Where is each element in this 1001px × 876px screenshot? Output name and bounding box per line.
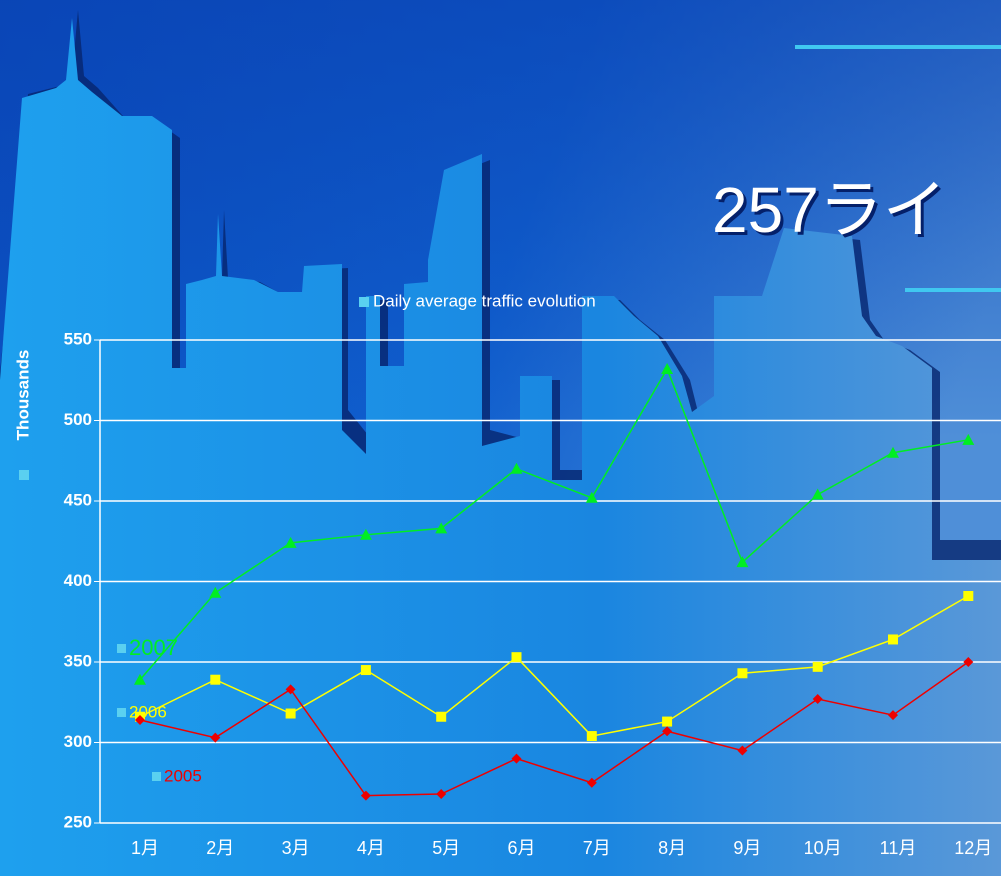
chart-title: Daily average traffic evolution xyxy=(373,291,596,310)
point xyxy=(888,710,898,721)
point xyxy=(812,694,823,705)
point xyxy=(737,745,748,756)
legend-marker xyxy=(117,708,126,717)
point xyxy=(134,673,146,685)
point xyxy=(736,556,749,568)
point xyxy=(360,790,371,801)
slide-title-shadow: 257ライ xyxy=(715,177,950,249)
x-tick-label: 3月 xyxy=(282,838,310,858)
point xyxy=(210,732,221,743)
point xyxy=(285,684,296,695)
point xyxy=(284,536,297,548)
point xyxy=(209,586,222,598)
slide-title: 257ライ xyxy=(712,174,947,246)
point xyxy=(888,634,898,645)
point xyxy=(887,446,899,458)
point xyxy=(359,528,372,540)
x-tick-label: 7月 xyxy=(583,838,611,858)
point xyxy=(962,433,975,445)
x-tick-label: 4月 xyxy=(357,838,385,858)
point xyxy=(812,661,823,672)
point xyxy=(737,668,748,679)
legend-label: 2005 xyxy=(164,766,202,785)
title-marker xyxy=(359,297,369,307)
point xyxy=(511,753,522,764)
point xyxy=(661,362,674,374)
y-tick-label: 400 xyxy=(64,571,92,590)
y-tick-label: 300 xyxy=(64,732,92,751)
y-tick-label: 550 xyxy=(64,329,92,348)
point xyxy=(586,731,597,742)
x-tick-label: 11月 xyxy=(880,838,917,858)
point xyxy=(285,708,296,719)
x-tick-label: 9月 xyxy=(733,838,761,858)
legend-label: 2007 xyxy=(129,635,178,660)
x-tick-label: 1月 xyxy=(131,838,159,858)
y-tick-label: 250 xyxy=(64,812,92,831)
x-tick-label: 10月 xyxy=(804,838,842,858)
point xyxy=(662,716,673,727)
point xyxy=(511,652,522,663)
legend-label: 2006 xyxy=(129,702,167,721)
x-tick-label: 6月 xyxy=(507,838,535,858)
y-label-marker xyxy=(19,470,29,480)
y-tick-label: 500 xyxy=(64,410,92,429)
series-line xyxy=(139,661,969,797)
point xyxy=(662,726,673,737)
legend-marker xyxy=(152,772,161,781)
point xyxy=(963,590,974,601)
x-tick-label: 8月 xyxy=(658,838,686,858)
point xyxy=(963,657,974,667)
x-tick-label: 5月 xyxy=(432,838,460,858)
point xyxy=(435,522,448,534)
point xyxy=(585,491,598,503)
point xyxy=(811,488,824,500)
x-tick-label: 12月 xyxy=(954,838,992,858)
point xyxy=(510,462,523,474)
plot: 250 300 350 400 450 500 550 1月 2月 3月 4月 5月 6月 7月 8月 9月 1… xyxy=(64,329,1001,858)
y-tick-label: 350 xyxy=(64,651,92,670)
point xyxy=(360,665,371,676)
point xyxy=(135,714,145,725)
x-tick-label: 2月 xyxy=(206,838,234,858)
series-line xyxy=(139,367,969,681)
y-tick-label: 450 xyxy=(64,490,92,509)
point xyxy=(436,789,447,800)
point xyxy=(436,711,447,722)
y-axis-label: Thousands xyxy=(13,350,32,441)
point xyxy=(586,777,597,788)
point xyxy=(210,674,221,685)
series-line xyxy=(139,595,969,737)
legend-marker xyxy=(117,644,126,653)
